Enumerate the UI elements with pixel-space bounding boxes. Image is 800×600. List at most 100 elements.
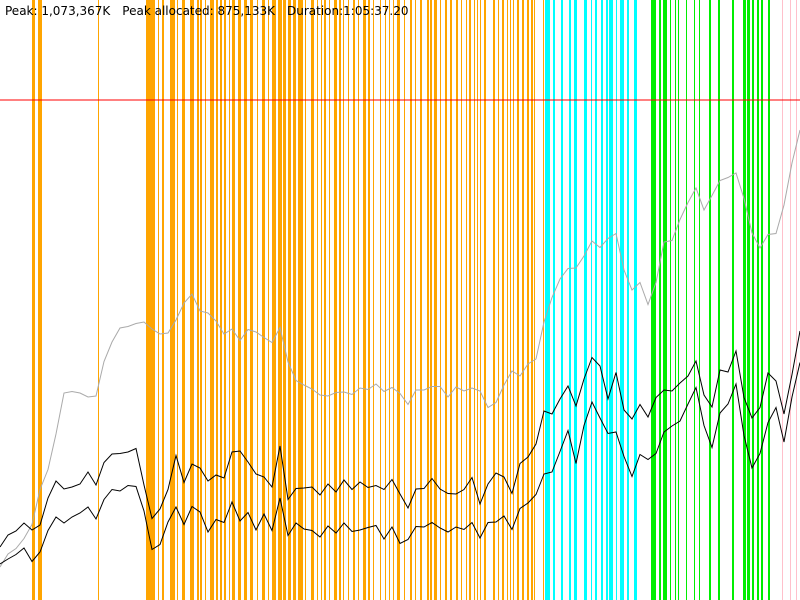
- phase-band: [595, 0, 597, 600]
- phase-band: [569, 0, 571, 600]
- phase-band: [747, 0, 750, 600]
- phase-band: [694, 0, 695, 600]
- phase-band: [197, 0, 199, 600]
- phase-band: [182, 0, 185, 600]
- phase-band: [634, 0, 637, 600]
- phase-band: [210, 0, 214, 600]
- phase-band: [675, 0, 676, 600]
- phase-band: [339, 0, 341, 600]
- phase-band: [796, 0, 797, 600]
- phase-band: [790, 0, 791, 600]
- phase-band: [268, 0, 269, 600]
- phase-band: [393, 0, 394, 600]
- phase-band: [430, 0, 432, 600]
- phase-band: [527, 0, 529, 600]
- series-line-2: [0, 330, 800, 548]
- phase-band: [601, 0, 603, 600]
- phase-band: [450, 0, 452, 600]
- phase-band: [334, 0, 337, 600]
- phase-band: [591, 0, 592, 600]
- phase-band: [298, 0, 303, 600]
- phase-bands: [32, 0, 797, 600]
- phase-band: [732, 0, 734, 600]
- phase-band: [606, 0, 608, 600]
- phase-band: [262, 0, 265, 600]
- phase-band: [510, 0, 511, 600]
- phase-band: [278, 0, 282, 600]
- phase-band: [498, 0, 499, 600]
- phase-band: [663, 0, 667, 600]
- phase-band: [205, 0, 206, 600]
- phase-band: [531, 0, 533, 600]
- phase-band: [343, 0, 344, 600]
- phase-band: [229, 0, 230, 600]
- phase-band: [293, 0, 296, 600]
- phase-band: [522, 0, 524, 600]
- phase-band: [324, 0, 326, 600]
- phase-band: [216, 0, 218, 600]
- phase-band: [609, 0, 613, 600]
- phase-band: [782, 0, 783, 600]
- phase-band: [513, 0, 514, 600]
- phase-band: [761, 0, 763, 600]
- phase-band: [434, 0, 437, 600]
- phase-band: [272, 0, 276, 600]
- phase-band: [250, 0, 253, 600]
- phase-band: [493, 0, 495, 600]
- phase-band: [659, 0, 661, 600]
- series-lines: [0, 129, 800, 568]
- phase-band: [348, 0, 349, 600]
- phase-band: [699, 0, 700, 600]
- phase-band: [158, 0, 159, 600]
- phase-band: [420, 0, 422, 600]
- phase-band: [743, 0, 746, 600]
- phase-band: [484, 0, 486, 600]
- duration-label: Duration:1:05:37.20: [286, 4, 409, 18]
- phase-band: [616, 0, 617, 600]
- phase-band: [98, 0, 99, 600]
- peak-allocated-label: Peak allocated: 875,133K: [122, 4, 275, 18]
- phase-band: [545, 0, 550, 600]
- phase-band: [752, 0, 754, 600]
- phase-band: [757, 0, 759, 600]
- phase-band: [456, 0, 458, 600]
- phase-band: [620, 0, 624, 600]
- phase-band: [146, 0, 155, 600]
- phase-band: [534, 0, 535, 600]
- phase-band: [718, 0, 720, 600]
- phase-band: [170, 0, 175, 600]
- phase-band: [480, 0, 481, 600]
- phase-band: [177, 0, 178, 600]
- phase-band: [238, 0, 241, 600]
- phase-band: [543, 0, 544, 600]
- phase-band: [768, 0, 770, 600]
- phase-band: [373, 0, 374, 600]
- phase-band: [440, 0, 441, 600]
- phase-band: [709, 0, 711, 600]
- phase-band: [686, 0, 687, 600]
- stats-header: Peak: 1,073,367K Peak allocated: 875,133K…: [5, 4, 421, 18]
- phase-band: [507, 0, 508, 600]
- phase-band: [190, 0, 194, 600]
- phase-band: [410, 0, 412, 600]
- phase-band: [561, 0, 563, 600]
- phase-band: [200, 0, 202, 600]
- phase-band: [283, 0, 286, 600]
- phase-band: [257, 0, 258, 600]
- phase-band: [220, 0, 222, 600]
- series-line-3: [0, 362, 800, 565]
- phase-band: [311, 0, 314, 600]
- phase-band: [553, 0, 555, 600]
- phase-band: [502, 0, 504, 600]
- phase-band: [32, 0, 35, 600]
- peak-label: Peak: 1,073,367K: [5, 4, 111, 18]
- phase-band: [162, 0, 164, 600]
- phase-band: [651, 0, 656, 600]
- phase-band: [244, 0, 247, 600]
- phase-band: [321, 0, 322, 600]
- phase-band: [461, 0, 462, 600]
- phase-band: [466, 0, 467, 600]
- phase-band: [397, 0, 400, 600]
